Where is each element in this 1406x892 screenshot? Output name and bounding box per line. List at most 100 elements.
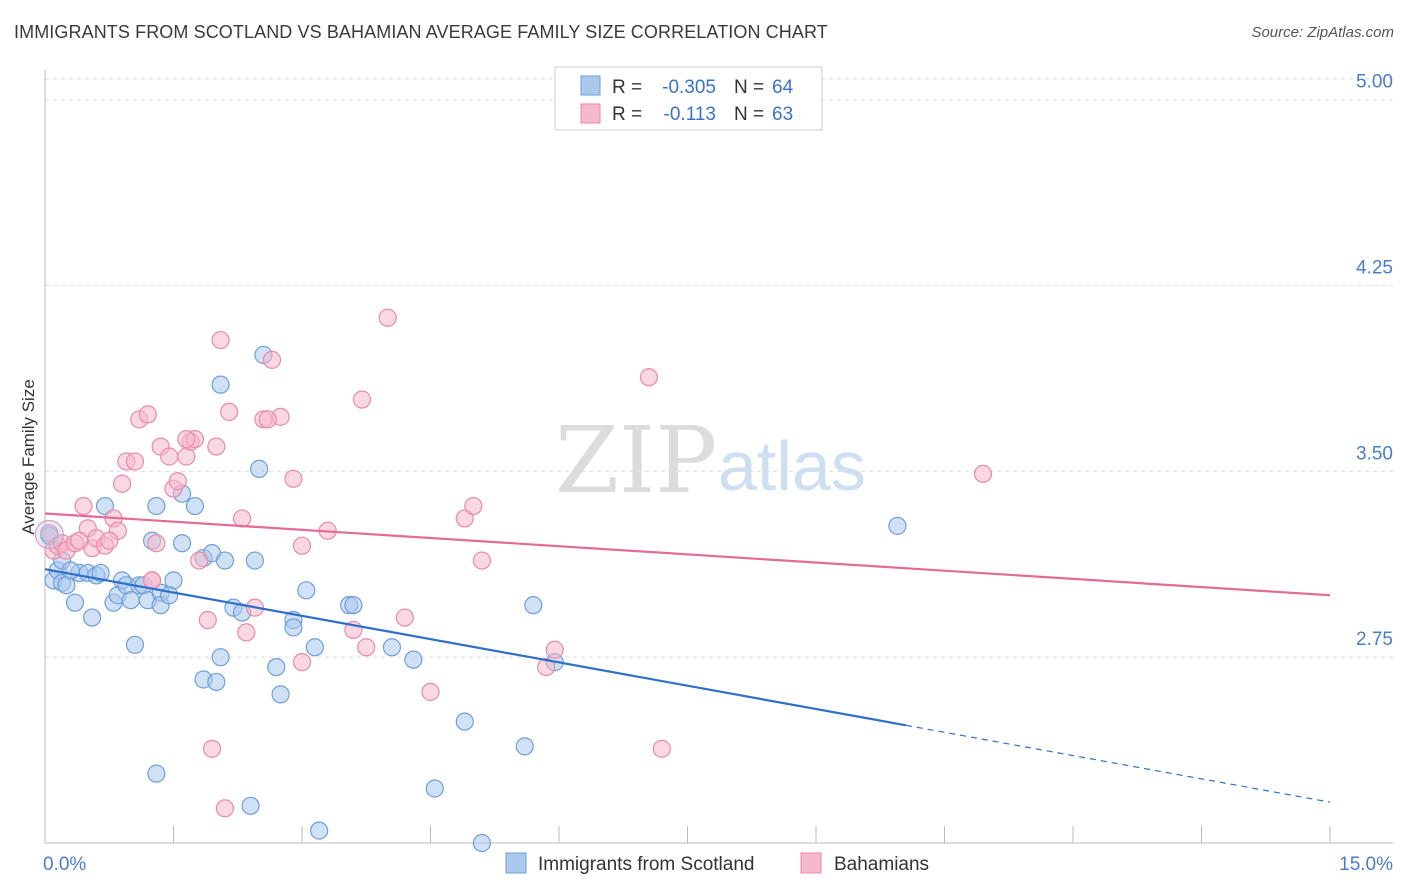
point-bahamians <box>220 402 239 422</box>
point-bahamians <box>464 496 483 516</box>
point-bahamians <box>545 640 564 659</box>
point-scotland <box>305 638 324 657</box>
stats-legend-r-value: -0.305 <box>662 77 716 98</box>
point-bahamians <box>472 551 491 570</box>
point-bahamians <box>284 469 303 488</box>
stats-legend-r-value: -0.113 <box>664 104 716 125</box>
point-bahamians <box>190 551 209 570</box>
point-bahamians <box>352 390 372 409</box>
point-scotland <box>267 657 286 677</box>
y-tick-label: 4.25 <box>1356 258 1393 279</box>
point-scotland <box>284 618 303 637</box>
point-bahamians <box>147 534 166 553</box>
point-bahamians <box>40 524 59 543</box>
y-tick-label: 5.00 <box>1356 72 1393 93</box>
point-scotland <box>524 596 543 615</box>
stats-legend-n-label: N = <box>734 104 764 125</box>
point-scotland <box>172 534 192 553</box>
y-tick-label: 3.50 <box>1356 443 1393 464</box>
legend-swatch-bahamians <box>800 852 822 874</box>
point-scotland <box>83 608 102 627</box>
point-bahamians <box>537 657 556 677</box>
y-tick-labels: 2.75 3.50 4.25 5.00 <box>1356 72 1393 650</box>
point-scotland <box>404 650 423 669</box>
point-bahamians <box>207 437 226 456</box>
point-bahamians <box>232 509 252 528</box>
stats-legend-n-value: 63 <box>772 104 793 125</box>
point-scotland <box>888 516 907 535</box>
point-bahamians <box>455 509 474 528</box>
axes <box>44 70 1393 844</box>
point-scotland <box>185 496 205 516</box>
legend-swatch-scotland <box>505 852 527 874</box>
watermark-zip: ZIP <box>555 407 717 514</box>
watermark-atlas: atlas <box>718 427 866 505</box>
stats-legend-n-value: 64 <box>772 77 794 98</box>
watermark: ZIP atlas <box>555 407 866 514</box>
point-scotland <box>297 581 316 600</box>
point-scotland <box>211 375 230 394</box>
stats-legend-swatch-pink <box>580 103 601 124</box>
point-bahamians <box>112 474 132 493</box>
grid-lines <box>45 78 1393 658</box>
point-bahamians <box>395 608 414 627</box>
point-scotland <box>515 737 534 756</box>
point-bahamians <box>639 368 659 387</box>
point-bahamians <box>100 531 119 550</box>
x-tick-label-min: 0.0% <box>43 854 86 875</box>
legend-label-scotland: Immigrants from Scotland <box>538 854 754 875</box>
point-bahamians <box>652 739 671 758</box>
point-bahamians <box>262 350 282 369</box>
y-axis-label: Average Family Size <box>19 379 38 535</box>
point-scotland <box>382 638 402 657</box>
point-bahamians <box>74 496 93 516</box>
stats-legend-swatch-blue <box>580 75 601 96</box>
stats-legend-r-label: R = <box>612 77 642 98</box>
point-scotland <box>121 591 140 610</box>
point-scotland <box>147 496 166 516</box>
stats-legend: R = -0.305 N = 64 R = -0.113 N = 63 <box>554 66 823 131</box>
y-tick-label: 2.75 <box>1356 629 1393 650</box>
chart-title: IMMIGRANTS FROM SCOTLAND VS BAHAMIAN AVE… <box>14 22 828 42</box>
bottom-legend: Immigrants from Scotland Bahamians <box>505 852 929 875</box>
point-scotland <box>65 593 85 612</box>
point-bahamians <box>142 571 162 590</box>
x-tick-label-max: 15.0% <box>1339 854 1393 875</box>
point-bahamians <box>292 653 312 672</box>
point-bahamians <box>357 638 376 657</box>
point-scotland <box>147 764 166 783</box>
point-scotland <box>61 561 80 580</box>
point-bahamians <box>215 799 234 818</box>
point-bahamians <box>292 536 312 555</box>
point-scotland <box>245 551 264 570</box>
point-scotland <box>271 685 290 704</box>
point-bahamians <box>237 623 256 642</box>
point-bahamians <box>378 308 397 327</box>
point-cluster <box>34 520 64 550</box>
point-scotland <box>455 712 474 731</box>
point-scotland <box>95 496 115 516</box>
point-scotland <box>472 833 491 853</box>
point-scotland <box>425 779 444 798</box>
point-scotland <box>160 586 179 605</box>
point-scotland <box>215 551 234 570</box>
data-points <box>34 308 993 853</box>
point-scotland <box>211 648 230 667</box>
trend-line-scotland <box>44 568 907 727</box>
point-bahamians <box>125 452 145 471</box>
point-scotland <box>241 796 260 815</box>
point-bahamians <box>70 531 89 550</box>
stats-legend-n-label: N = <box>734 77 764 98</box>
point-scotland <box>250 459 269 478</box>
stats-legend-r-label: R = <box>612 104 642 125</box>
point-bahamians <box>160 447 179 466</box>
trend-line-scotland-extension <box>905 724 1331 803</box>
point-bahamians <box>168 472 187 491</box>
point-scotland <box>207 672 226 692</box>
trend-lines <box>44 512 1331 803</box>
point-bahamians <box>258 410 277 429</box>
legend-label-bahamians: Bahamians <box>834 854 929 875</box>
point-bahamians <box>177 430 196 449</box>
point-bahamians <box>421 682 440 701</box>
